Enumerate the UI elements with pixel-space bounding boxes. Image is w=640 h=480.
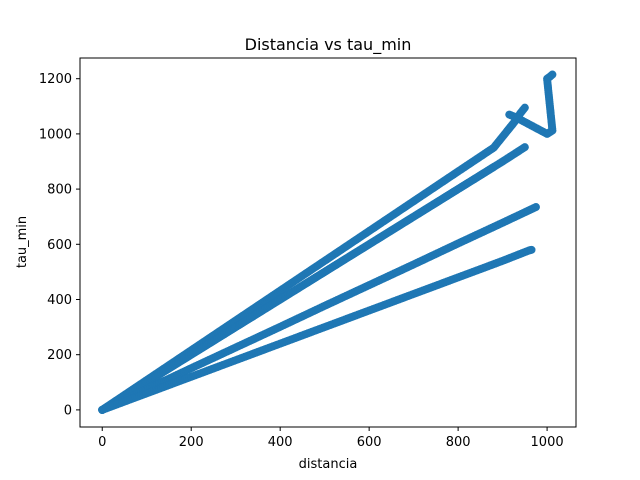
y-axis-label: tau_min [15,216,30,268]
x-tick-label: 0 [98,435,106,450]
data-point [531,203,540,212]
plot-frame [79,57,577,428]
x-tick-label: 800 [446,435,471,450]
x-tick-label: 400 [268,435,293,450]
data-point [520,143,529,152]
y-tick-label: 1000 [39,127,72,142]
y-tick-label: 400 [47,293,72,308]
y-tick-label: 800 [47,183,72,198]
x-axis-label: distancia [299,457,358,472]
x-tick-label: 1000 [531,435,564,450]
x-tick-label: 600 [357,435,382,450]
x-tick-label: 200 [179,435,204,450]
data-points [98,70,557,414]
y-tick-label: 0 [64,403,72,418]
y-axis-ticks: 0 200 400 600 800 1000 1200 [39,72,80,418]
data-point [527,245,536,254]
y-tick-label: 600 [47,238,72,253]
data-point [520,103,529,112]
chart-title: Distancia vs tau_min [245,35,412,55]
data-point [548,70,557,79]
y-tick-label: 1200 [39,72,72,87]
y-tick-label: 200 [47,348,72,363]
x-axis-ticks: 0 200 400 600 800 1000 [98,427,564,450]
